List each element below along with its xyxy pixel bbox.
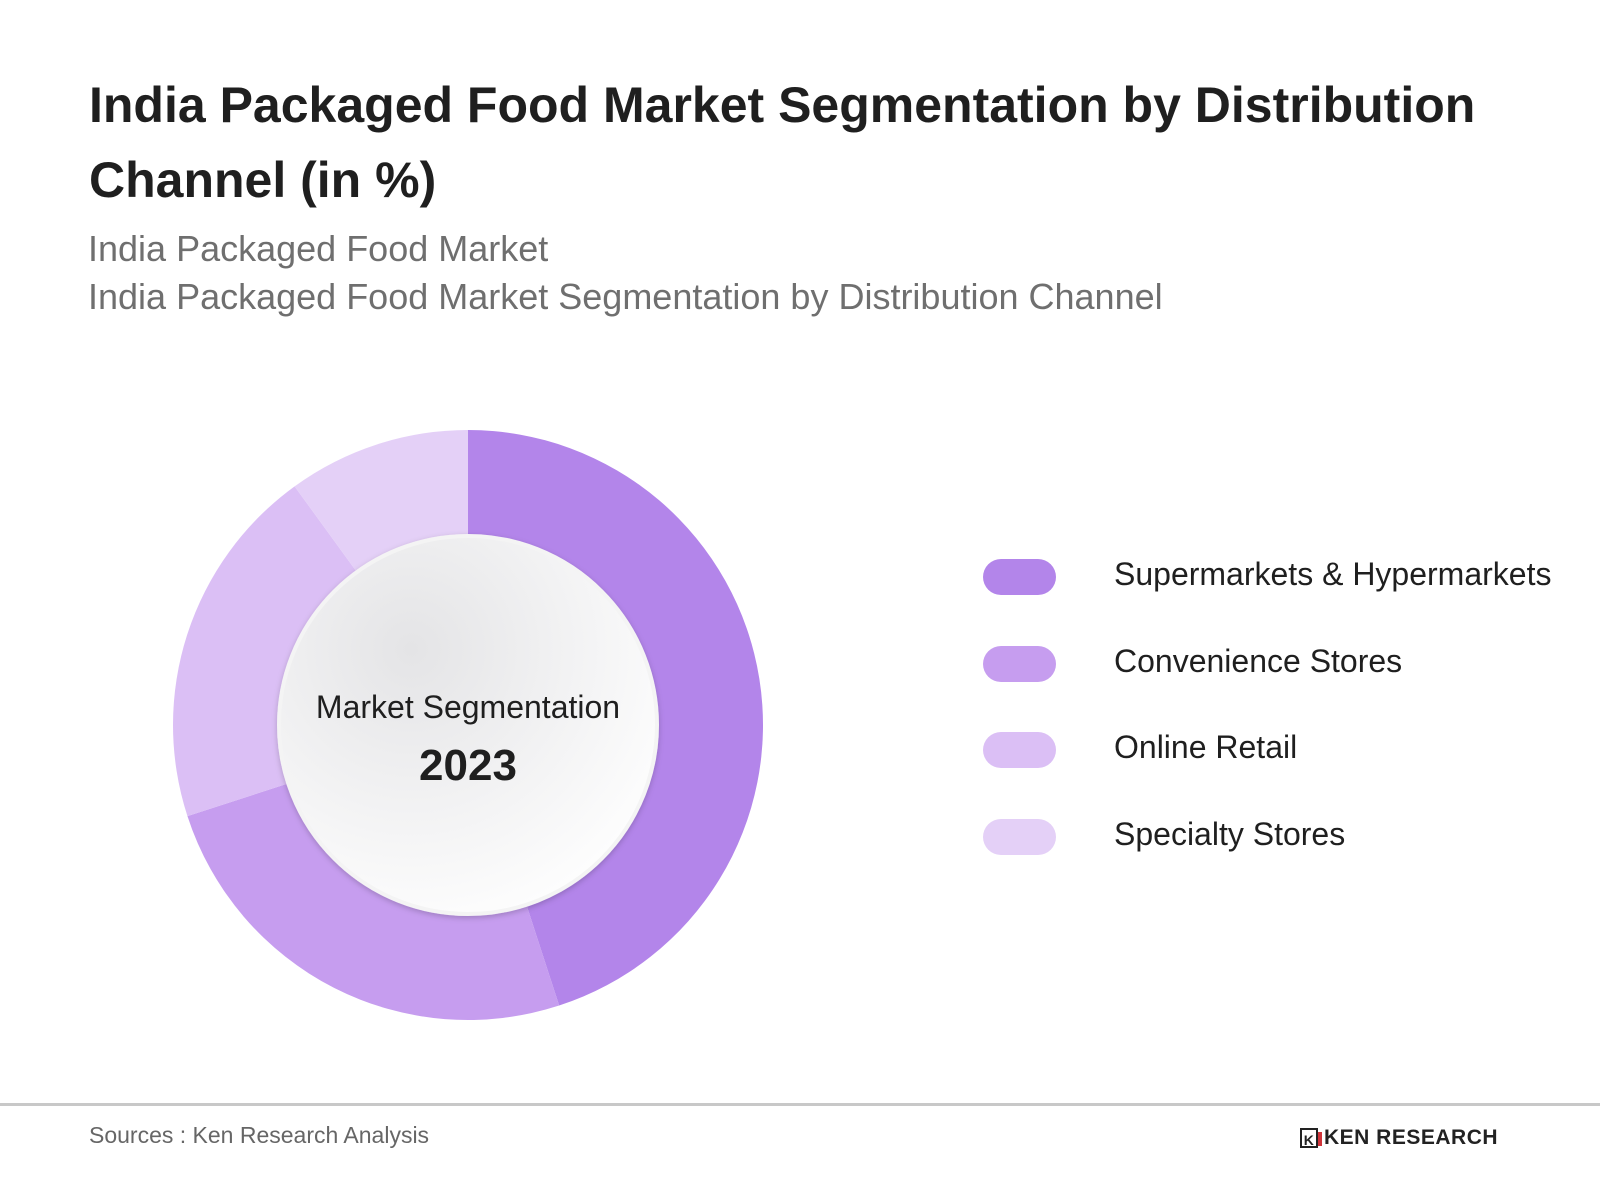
subtitle-line-1: India Packaged Food Market xyxy=(88,228,549,269)
donut-center xyxy=(277,534,659,916)
footer-divider xyxy=(0,1103,1600,1106)
center-value: 2023 xyxy=(419,741,517,790)
legend-label: Online Retail xyxy=(1114,729,1298,765)
legend-swatch xyxy=(983,732,1056,768)
legend-label: Convenience Stores xyxy=(1114,643,1403,679)
subtitle-line-2: India Packaged Food Market Segmentation … xyxy=(88,276,1163,317)
donut-chart: Market Segmentation 2023 xyxy=(173,430,763,1020)
legend-swatch xyxy=(983,819,1056,855)
logo-text: KEN RESEARCH xyxy=(1324,1126,1499,1149)
center-label: Market Segmentation xyxy=(316,689,620,725)
legend-swatch xyxy=(983,646,1056,682)
source-note: Sources : Ken Research Analysis xyxy=(89,1122,430,1148)
chart-title: India Packaged Food Market Segmentation … xyxy=(89,77,1476,208)
legend-swatch xyxy=(983,559,1056,595)
legend-label: Supermarkets & Hypermarkets xyxy=(1114,556,1552,592)
logo-mark-icon: K xyxy=(1300,1128,1322,1148)
ken-research-logo: K KEN RESEARCH xyxy=(1300,1126,1498,1150)
legend-label: Specialty Stores xyxy=(1114,816,1346,852)
